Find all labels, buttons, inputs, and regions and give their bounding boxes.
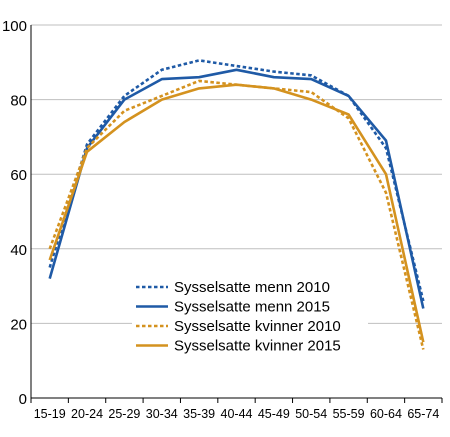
y-tick-label: 0 (19, 391, 27, 408)
y-tick-label: 80 (10, 93, 27, 110)
legend-label: Sysselsatte menn 2015 (174, 299, 330, 316)
x-tick-label: 40-44 (221, 407, 253, 421)
series-line-2 (48, 68, 425, 309)
x-tick-label: 55-59 (333, 407, 365, 421)
legend-label: Sysselsatte menn 2010 (174, 279, 330, 296)
legend-label: Sysselsatte kvinner 2015 (174, 338, 341, 355)
gridlines (31, 24, 442, 324)
x-tick-label: 45-49 (258, 407, 290, 421)
x-tick-label: 20-24 (71, 407, 103, 421)
axes (30, 25, 443, 403)
legend-background (132, 275, 368, 359)
y-tick-labels: 0 20 40 60 80 100 (2, 18, 27, 408)
x-tick-label: 15-19 (34, 407, 66, 421)
x-tick-label: 50-54 (295, 407, 327, 421)
x-tick-label: 60-64 (370, 407, 402, 421)
legend: Sysselsatte menn 2010 Sysselsatte menn 20… (132, 275, 368, 359)
y-tick-label: 20 (10, 316, 27, 333)
x-tick-label: 30-34 (146, 407, 178, 421)
series-lines (48, 59, 425, 350)
y-tick-label: 60 (10, 167, 27, 184)
y-tick-label: 40 (10, 242, 27, 259)
y-tick-label: 100 (2, 18, 27, 35)
x-tick-label: 25-29 (108, 407, 140, 421)
series-line-1 (48, 59, 425, 302)
legend-label: Sysselsatte kvinner 2010 (174, 318, 341, 335)
series-line-4 (48, 83, 425, 343)
x-tick-labels: 15-19 20-24 25-29 30-34 35-39 40-44 45-49 50-54… (34, 407, 440, 421)
x-tick-label: 35-39 (183, 407, 215, 421)
x-tick-label: 65-74 (407, 407, 439, 421)
